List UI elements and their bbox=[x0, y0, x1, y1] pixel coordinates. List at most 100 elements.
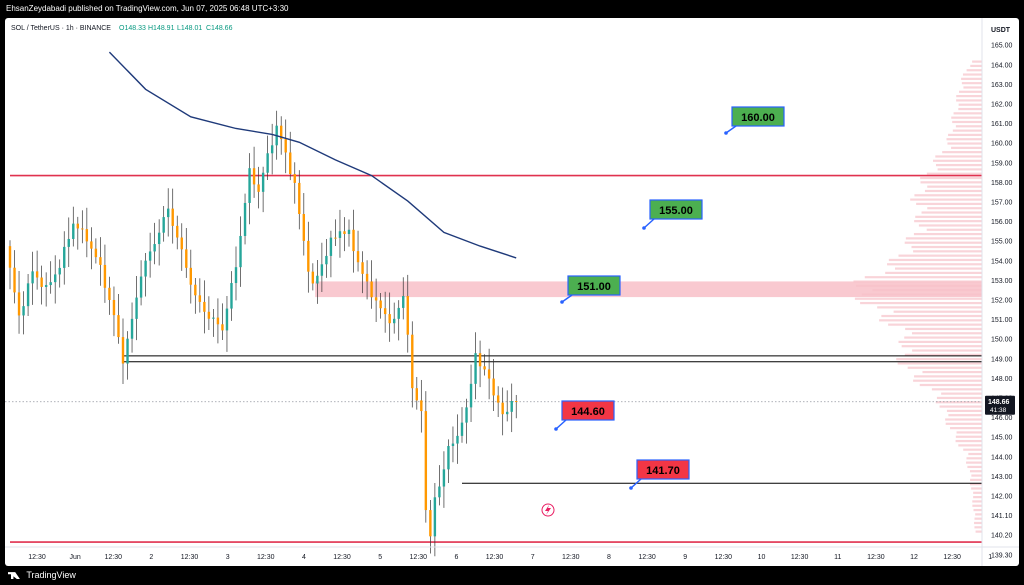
time-tick: 12:30 bbox=[28, 554, 46, 561]
candle-body bbox=[94, 248, 98, 258]
level-label-160-00[interactable]: 160.00 bbox=[724, 106, 785, 135]
price-tick: 150.00 bbox=[991, 337, 1013, 344]
volume-profile-bar bbox=[974, 526, 982, 529]
volume-profile-bar bbox=[895, 267, 982, 270]
candle-body bbox=[185, 249, 188, 268]
candle-body bbox=[212, 317, 215, 319]
time-tick: 12:30 bbox=[181, 554, 199, 561]
price-tick: 153.00 bbox=[991, 278, 1013, 285]
volume-profile-bar bbox=[864, 276, 982, 279]
annotation-text: 160.00 bbox=[741, 112, 775, 124]
volume-profile-bar bbox=[921, 211, 982, 214]
volume-profile-bar bbox=[972, 60, 982, 63]
level-label-155-00[interactable]: 155.00 bbox=[642, 199, 703, 230]
candle-body bbox=[72, 223, 75, 239]
candle-body bbox=[298, 182, 301, 215]
candle-body bbox=[460, 422, 464, 436]
candle-body bbox=[307, 240, 310, 272]
candle-body bbox=[424, 411, 428, 511]
volume-profile-bar bbox=[950, 427, 982, 430]
volume-profile-bar bbox=[956, 95, 982, 98]
volume-profile-bar bbox=[935, 401, 982, 404]
volume-profile-bar bbox=[924, 189, 982, 193]
time-tick: 12:30 bbox=[943, 554, 961, 561]
volume-profile-bar bbox=[927, 185, 982, 188]
candle-body bbox=[63, 246, 66, 268]
price-tick: 152.00 bbox=[991, 298, 1013, 305]
level-lines bbox=[5, 174, 982, 543]
candle-body bbox=[506, 411, 509, 415]
candle-body bbox=[117, 315, 120, 338]
volume-profile-bar bbox=[955, 435, 982, 438]
volume-profile-bar bbox=[947, 142, 982, 145]
candle-body bbox=[411, 334, 414, 389]
price-tick: 160.00 bbox=[991, 141, 1013, 148]
annotation-anchor bbox=[560, 300, 564, 304]
candle-body bbox=[496, 395, 500, 403]
candle-body bbox=[356, 251, 360, 263]
volume-profile-bar bbox=[953, 112, 982, 115]
time-tick: 9 bbox=[683, 554, 687, 561]
level-label-144-60[interactable]: 144.60 bbox=[554, 400, 615, 431]
volume-profile-bar bbox=[893, 310, 982, 313]
price-tick: 154.00 bbox=[991, 258, 1013, 265]
volume-profile-bar bbox=[907, 366, 982, 369]
annotation-anchor bbox=[554, 427, 558, 431]
candle-body bbox=[162, 217, 165, 233]
ohlc-high: H148.91 bbox=[148, 25, 175, 32]
candle-body bbox=[447, 446, 450, 470]
candle-body bbox=[343, 231, 346, 235]
candle-body bbox=[302, 214, 305, 241]
volume-profile-bar bbox=[879, 319, 982, 322]
volume-profile-bar bbox=[898, 340, 982, 343]
volume-profile-bar bbox=[913, 232, 982, 236]
candle-body bbox=[230, 283, 233, 309]
candle-body bbox=[108, 287, 111, 300]
candle-body bbox=[361, 262, 364, 274]
candle-body bbox=[49, 282, 52, 286]
level-label-141-70[interactable]: 141.70 bbox=[629, 459, 690, 490]
candle-body bbox=[31, 271, 34, 284]
price-tag-countdown: 41:38 bbox=[990, 407, 1007, 414]
candle-body bbox=[388, 314, 391, 324]
candle-body bbox=[198, 295, 202, 302]
tradingview-logo-icon bbox=[8, 572, 20, 580]
annotation-arrow bbox=[555, 419, 567, 430]
time-tick: 12:30 bbox=[486, 554, 504, 561]
annotation-box bbox=[649, 199, 703, 220]
volume-profile-bar bbox=[931, 388, 982, 391]
candle-body bbox=[316, 275, 319, 284]
volume-profile-bar bbox=[885, 271, 982, 274]
publisher-bar: EhsanZeydabadi published on TradingView.… bbox=[0, 0, 1024, 18]
annotation-anchor bbox=[642, 226, 646, 230]
candle-body bbox=[144, 260, 147, 277]
price-tick: 142.00 bbox=[991, 494, 1013, 501]
candle-body bbox=[171, 208, 174, 226]
level-label-151-00[interactable]: 151.00 bbox=[560, 275, 621, 304]
volume-profile-bar bbox=[952, 120, 982, 124]
volume-profile-bar bbox=[897, 362, 982, 365]
volume-profile-bar bbox=[973, 496, 982, 499]
volume-profile-bar bbox=[904, 353, 982, 356]
candle-body bbox=[433, 497, 437, 537]
candles bbox=[8, 110, 518, 557]
volume-profile-bar bbox=[969, 470, 982, 473]
volume-profile-bar bbox=[967, 465, 982, 469]
chart-frame[interactable]: 160.00 155.00 151.00 144.60 141.70 165.00 164… bbox=[5, 18, 1019, 566]
volume-profile-bar bbox=[968, 452, 982, 456]
time-tick: 7 bbox=[531, 554, 535, 561]
candle-body bbox=[374, 297, 378, 301]
candle-body bbox=[442, 469, 446, 487]
candle-body bbox=[338, 231, 342, 238]
lightning-icon[interactable] bbox=[541, 503, 555, 517]
price-tick: 157.00 bbox=[991, 200, 1013, 207]
time-tick: 6 bbox=[454, 554, 458, 561]
volume-profile-bar bbox=[911, 245, 982, 249]
volume-profile-bar bbox=[854, 297, 982, 300]
candle-body bbox=[194, 284, 197, 296]
time-tick: 3 bbox=[226, 554, 230, 561]
time-tick: Jun bbox=[69, 554, 80, 561]
candle-body bbox=[239, 235, 242, 268]
volume-profile-bar bbox=[945, 422, 982, 425]
